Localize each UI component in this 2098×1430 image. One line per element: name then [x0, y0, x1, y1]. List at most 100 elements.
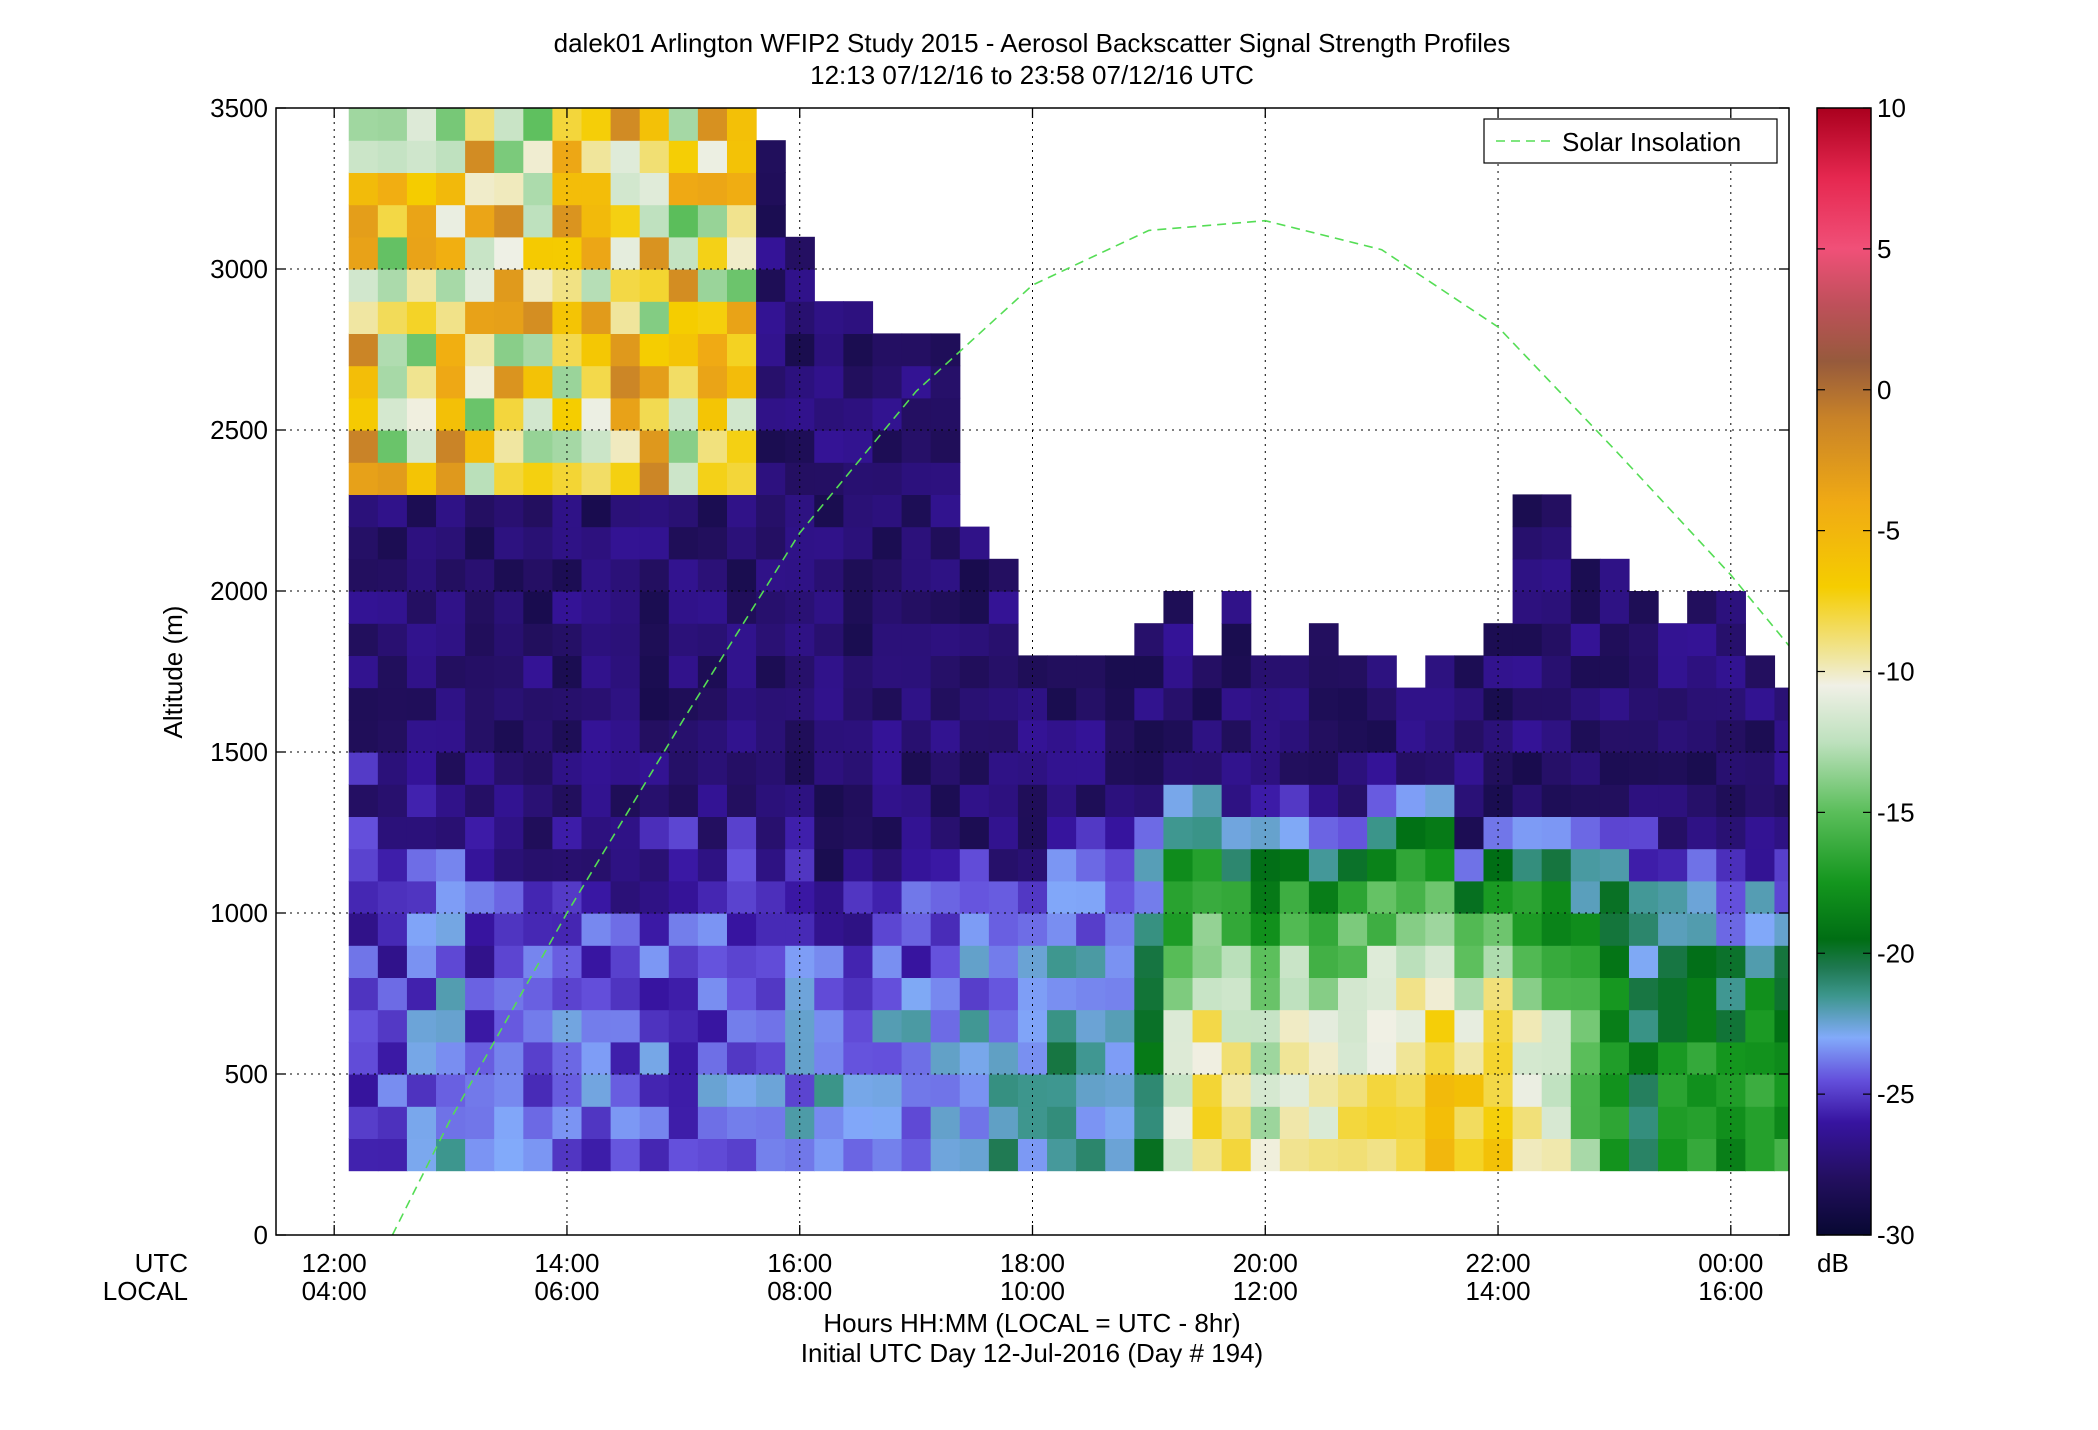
heatmap-cell — [1367, 784, 1397, 817]
heatmap-cell — [872, 719, 903, 753]
heatmap-cell — [552, 140, 583, 173]
heatmap-cell — [523, 333, 554, 367]
heatmap-cell — [494, 269, 524, 302]
heatmap-cell — [1076, 816, 1106, 850]
heatmap-cell — [406, 397, 437, 431]
heatmap-cell — [726, 462, 757, 495]
heatmap-cell — [843, 752, 874, 785]
heatmap-cell — [581, 108, 612, 141]
heatmap-cell — [1076, 1041, 1106, 1075]
heatmap-cell — [494, 1138, 524, 1172]
heatmap-cell — [1745, 880, 1776, 914]
heatmap-cell — [1774, 1106, 1789, 1139]
heatmap-cell — [697, 430, 728, 463]
heatmap-cell — [465, 430, 495, 463]
heatmap-cell — [668, 462, 699, 495]
heatmap-cell — [872, 1074, 903, 1107]
heatmap-cell — [843, 397, 874, 431]
heatmap-cell — [1599, 1106, 1630, 1139]
heatmap-cell — [1338, 719, 1368, 753]
heatmap-cell — [1047, 1138, 1077, 1172]
heatmap-cell — [465, 108, 495, 141]
heatmap-cell — [1745, 816, 1776, 850]
heatmap-cell — [1599, 558, 1630, 592]
heatmap-cell — [1628, 880, 1659, 914]
heatmap-cell — [988, 719, 1019, 753]
heatmap-cell — [377, 752, 408, 785]
heatmap-cell — [436, 752, 466, 785]
heatmap-cell — [756, 784, 786, 817]
heatmap-cell — [697, 204, 728, 238]
heatmap-cell — [785, 945, 815, 978]
heatmap-cell — [1454, 752, 1485, 785]
heatmap-cell — [843, 1138, 874, 1172]
heatmap-cell — [436, 687, 466, 721]
heatmap-cell — [436, 430, 466, 463]
heatmap-cell — [523, 913, 554, 946]
heatmap-cell — [1454, 1074, 1485, 1107]
heatmap-cell — [1367, 848, 1397, 882]
heatmap-cell — [1367, 880, 1397, 914]
heatmap-cell — [930, 687, 961, 721]
heatmap-cell — [697, 108, 728, 141]
heatmap-cell — [1308, 913, 1339, 946]
heatmap-cell — [959, 848, 990, 882]
heatmap-cell — [610, 1074, 641, 1107]
heatmap-cell — [697, 1041, 728, 1075]
heatmap-cell — [406, 333, 437, 367]
heatmap-cell — [901, 977, 932, 1011]
heatmap-cell — [1599, 880, 1630, 914]
heatmap-cell — [377, 687, 408, 721]
y-tick-label: 0 — [254, 1220, 268, 1250]
x-tick-label-local: 14:00 — [1465, 1276, 1530, 1306]
heatmap-cell — [1076, 655, 1106, 689]
heatmap-cell — [959, 977, 990, 1011]
heatmap-cell — [1745, 1041, 1776, 1075]
heatmap-cell — [1134, 1138, 1165, 1172]
heatmap-cell — [552, 945, 583, 978]
heatmap-cell — [726, 913, 757, 946]
heatmap-cell — [494, 1106, 524, 1139]
heatmap-cell — [1541, 623, 1572, 656]
heatmap-cell — [1425, 848, 1455, 882]
heatmap-cell — [639, 719, 670, 753]
heatmap-cell — [436, 365, 466, 399]
heatmap-cell — [1570, 784, 1601, 817]
heatmap-cell — [494, 848, 524, 882]
heatmap-cell — [726, 623, 757, 656]
heatmap-cell — [726, 816, 757, 850]
heatmap-cell — [1425, 1074, 1455, 1107]
heatmap-cell — [959, 655, 990, 689]
heatmap-cell — [552, 623, 583, 656]
heatmap-cell — [610, 848, 641, 882]
heatmap-cell — [406, 462, 437, 495]
heatmap-cell — [1163, 784, 1194, 817]
heatmap-cell — [814, 880, 844, 914]
heatmap-cell — [1221, 913, 1252, 946]
heatmap-cell — [1541, 1041, 1572, 1075]
heatmap-cell — [726, 591, 757, 624]
heatmap-cell — [406, 365, 437, 399]
heatmap-cell — [377, 1074, 408, 1107]
heatmap-cell — [901, 655, 932, 689]
heatmap-cell — [1687, 1009, 1717, 1043]
colorbar-tick-label: -5 — [1877, 516, 1900, 546]
heatmap-cell — [668, 108, 699, 141]
heatmap-cell — [1454, 848, 1485, 882]
heatmap-cell — [348, 430, 379, 463]
heatmap-cell — [959, 719, 990, 753]
heatmap-cell — [1774, 977, 1789, 1011]
heatmap-cell — [843, 301, 874, 334]
heatmap-cell — [494, 172, 524, 206]
heatmap-cell — [959, 752, 990, 785]
heatmap-cell — [610, 430, 641, 463]
heatmap-cell — [930, 430, 961, 463]
heatmap-cell — [610, 784, 641, 817]
heatmap-cell — [1250, 752, 1281, 785]
heatmap-cell — [377, 269, 408, 302]
heatmap-cell — [523, 591, 554, 624]
heatmap-cell — [872, 880, 903, 914]
heatmap-cell — [639, 333, 670, 367]
heatmap-cell — [1687, 848, 1717, 882]
heatmap-cell — [697, 333, 728, 367]
